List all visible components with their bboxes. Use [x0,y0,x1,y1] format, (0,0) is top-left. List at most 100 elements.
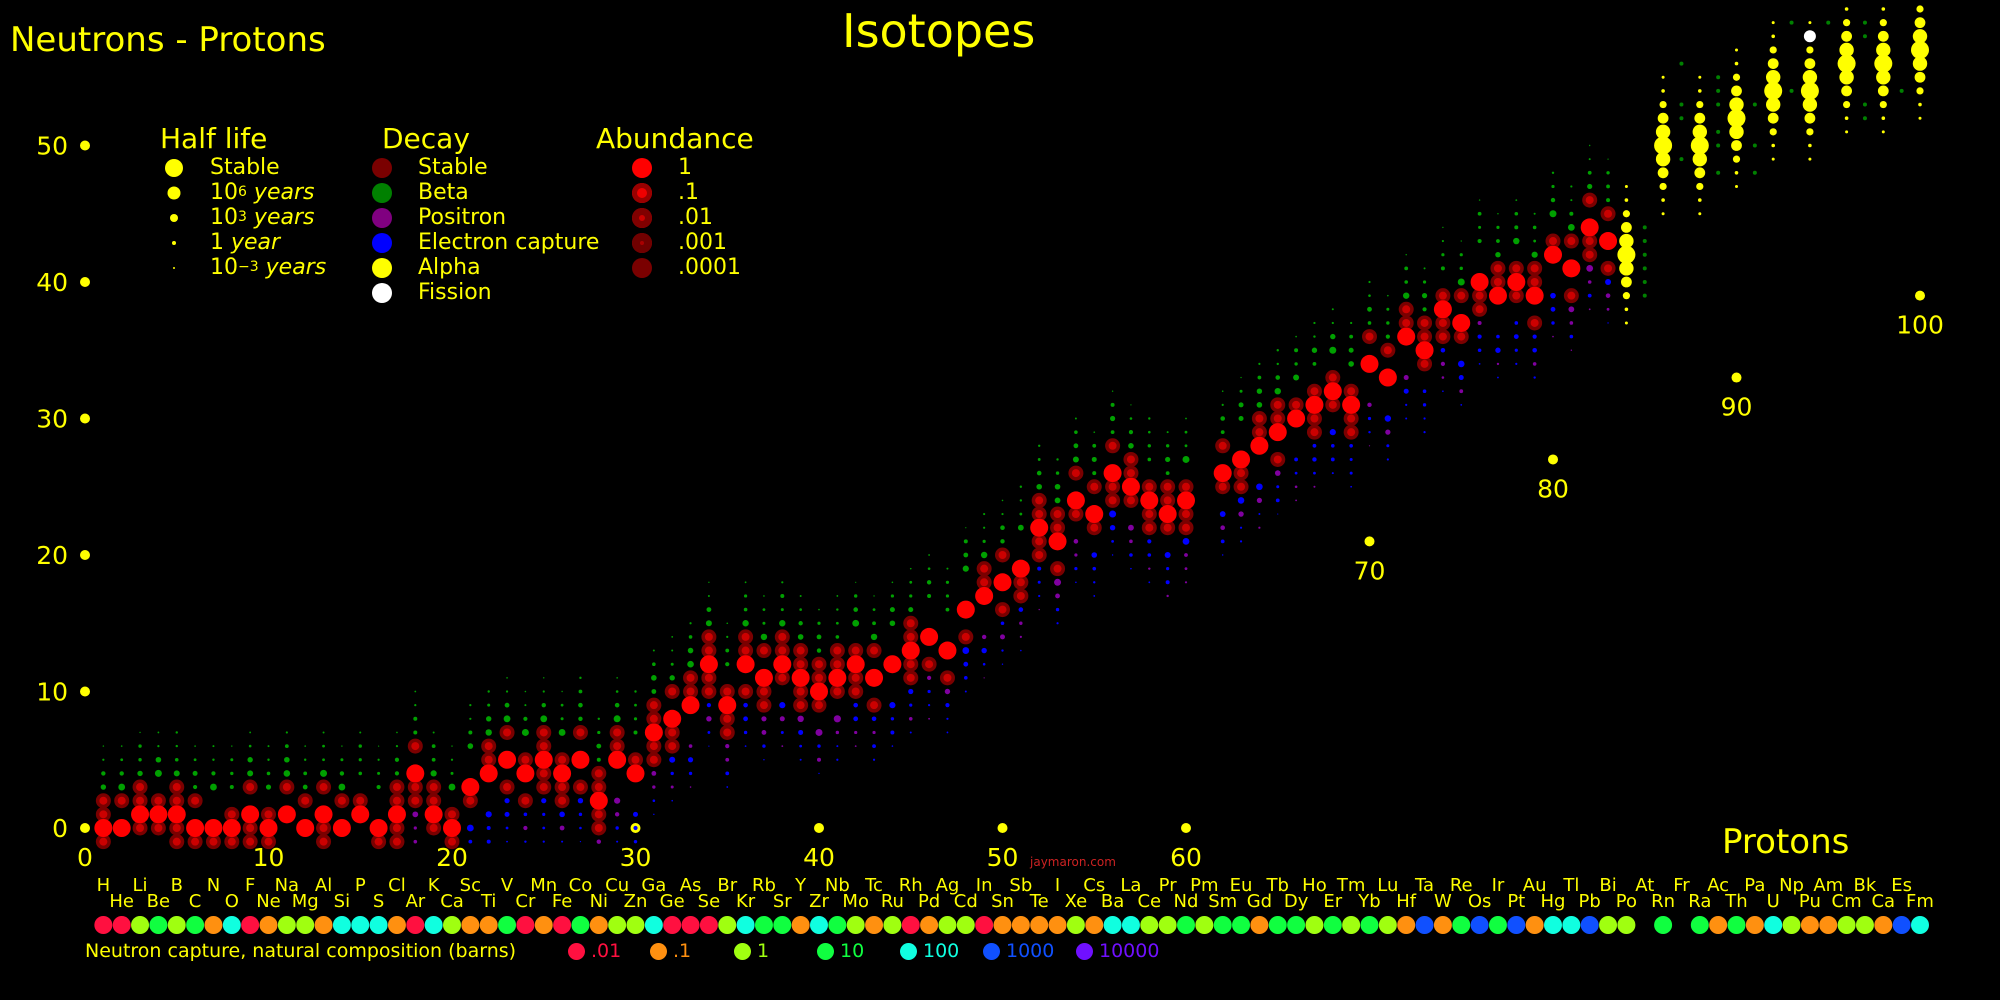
element-symbol: Tb [1266,875,1289,896]
isotope-point [906,619,915,628]
isotope-point [1240,376,1242,379]
abundance-item: .001 [628,230,754,255]
isotope-point [1221,390,1224,393]
isotope-point [1110,415,1116,422]
element-symbol: Tm [1336,875,1366,896]
isotope-point [578,689,583,694]
neutron-capture-dot [589,916,608,934]
isotope-point [854,730,858,735]
isotope-point [266,771,271,776]
element-symbol: Y [794,875,807,896]
isotope-point [726,635,729,639]
element-symbol: Se [698,891,721,912]
isotope-point [742,620,749,627]
half-life-base: 10 [210,180,238,205]
isotope-point [891,745,894,747]
isotope-point [486,826,491,830]
isotope-point [1550,292,1556,299]
isotope-point [1257,375,1262,380]
isotope-point [835,621,839,625]
nc-dot-icon [568,942,585,960]
nc-dot-icon [983,942,1000,960]
element-symbol: F [245,875,255,896]
isotope-point [1121,477,1140,496]
isotope-point [1075,581,1077,584]
isotope-point [707,594,710,597]
isotope-point [835,635,840,639]
neutron-capture-dot [241,916,260,934]
isotope-point [191,796,200,805]
isotope-point [1019,621,1023,625]
isotope-point [1348,347,1354,353]
neutron-capture-dot [461,916,480,934]
neutron-capture-dot [1213,916,1232,934]
isotope-point [909,703,913,707]
isotope-point [1655,124,1671,140]
isotope-point [1092,443,1097,448]
isotope-point [429,783,438,792]
isotope-point [374,837,383,846]
isotope-point [1440,347,1446,353]
isotope-point [946,567,949,570]
isotope-point [505,690,509,693]
isotope-point [1182,537,1190,545]
decay-dot-icon [368,257,396,279]
isotope-point [378,745,380,747]
isotope-point [301,796,310,805]
isotope-point [136,783,145,792]
isotope-point [1550,197,1556,203]
isotope-point [1074,553,1078,557]
isotope-point [1916,87,1924,95]
isotope-point [998,605,1007,614]
isotope-point [503,728,512,737]
isotope-point [466,824,474,832]
isotope-point [1679,116,1684,121]
isotope-point [1313,335,1316,338]
isotope-point [1876,42,1891,58]
isotope-point [1018,607,1024,612]
isotope-point [1441,239,1444,243]
isotope-point [1862,116,1867,121]
isotope-point [231,745,233,747]
isotope-point [945,594,950,598]
isotope-point [1397,327,1416,346]
isotope-point [1716,88,1721,93]
isotope-point [706,716,712,722]
isotope-point [865,668,884,687]
decay-dot-icon [368,182,396,204]
isotope-point [448,837,456,846]
isotope-point [1071,510,1080,519]
isotope-point [1477,334,1482,339]
isotope-point [1881,7,1886,11]
abundance-label: .1 [678,180,699,205]
element-symbol: Fr [1673,875,1690,896]
neutron-capture-dot [1287,916,1306,934]
isotope-point [883,655,902,674]
isotope-point [1808,21,1812,25]
isotope-point [1385,429,1391,435]
isotope-point [284,756,290,763]
decay-dot-icon [368,157,396,179]
isotope-point [1493,278,1502,286]
isotope-point [1110,430,1115,435]
isotope-point [798,729,804,735]
element-symbol: Cr [515,891,536,912]
isotope-point [1622,210,1630,218]
isotope-point [136,824,145,832]
y-tick-label: 20 [36,541,68,570]
neutron-capture-dot [351,916,370,934]
isotope-point [1256,388,1263,394]
isotope-point [561,840,564,843]
isotope-point [725,771,730,776]
isotope-point [596,743,602,749]
isotope-point [561,690,563,693]
neutron-capture-dot [149,916,168,934]
isotope-point [468,839,473,844]
isotope-point [855,581,857,583]
isotope-point [1184,567,1188,571]
isotope-point [1764,81,1783,100]
isotope-point [1038,594,1041,598]
x-tick-dot [1181,823,1191,833]
isotope-point [1808,157,1812,161]
